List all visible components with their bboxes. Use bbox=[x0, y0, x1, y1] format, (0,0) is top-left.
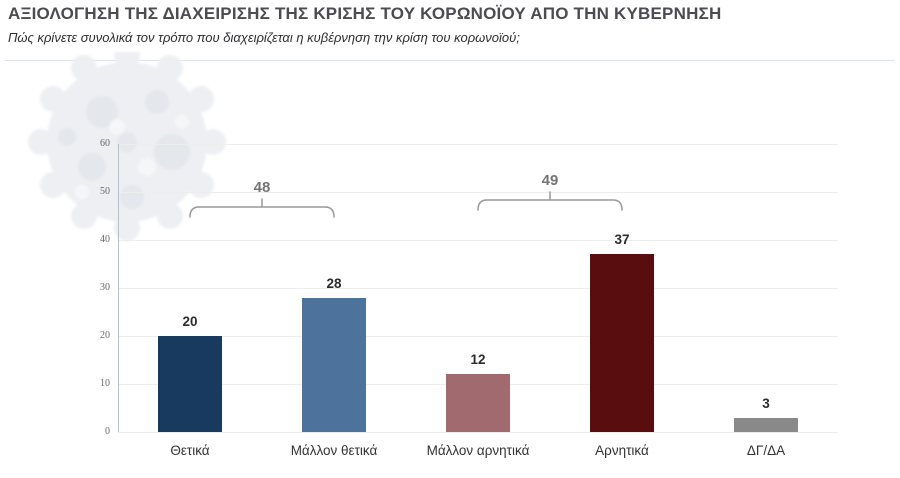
y-axis-tick-label: 0 bbox=[105, 426, 110, 437]
bar-value-label: 3 bbox=[762, 395, 770, 411]
group-total-label: 49 bbox=[541, 172, 559, 189]
bar-5 bbox=[734, 417, 798, 432]
group-bracket bbox=[477, 191, 623, 211]
y-axis-tick-label: 10 bbox=[100, 378, 110, 389]
y-axis-tick-label: 60 bbox=[100, 138, 110, 149]
gridline bbox=[118, 432, 838, 433]
x-axis-category-label: Μάλλον αρνητικά bbox=[426, 443, 530, 458]
page-title: ΑΞΙΟΛΟΓΗΣΗ ΤΗΣ ΔΙΑΧΕΙΡΙΣΗΣ ΤΗΣ ΚΡΙΣΗΣ ΤΟ… bbox=[8, 4, 722, 23]
y-axis-tick-label: 30 bbox=[100, 282, 110, 293]
y-axis-tick-label: 20 bbox=[100, 330, 110, 341]
gridline bbox=[118, 336, 838, 337]
gridline bbox=[118, 288, 838, 289]
x-axis-category-label: Αρνητικά bbox=[595, 443, 649, 458]
gridline bbox=[118, 240, 838, 241]
bar-3 bbox=[446, 374, 510, 432]
group-total-label: 48 bbox=[253, 179, 271, 196]
gridline bbox=[118, 192, 838, 193]
x-axis-category-label: ΔΓ/ΔΑ bbox=[746, 443, 786, 458]
x-axis-category-label: Μάλλον θετικά bbox=[290, 443, 378, 458]
coronavirus-watermark-icon bbox=[28, 52, 226, 241]
y-axis-tick-label: 50 bbox=[100, 186, 110, 197]
bar-value-label: 12 bbox=[470, 352, 486, 368]
bar-value-label: 37 bbox=[614, 232, 630, 248]
group-bracket bbox=[189, 198, 335, 218]
bar-4 bbox=[590, 254, 654, 432]
page-subtitle: Πώς κρίνετε συνολικά τον τρόπο που διαχε… bbox=[8, 30, 520, 45]
header-divider bbox=[5, 60, 895, 61]
gridline bbox=[118, 144, 838, 145]
x-axis-category-label: Θετικά bbox=[170, 443, 210, 458]
bar-2 bbox=[302, 297, 366, 432]
bar-1 bbox=[158, 336, 222, 432]
bar-value-label: 20 bbox=[182, 314, 198, 329]
y-axis-line bbox=[118, 144, 119, 432]
bar-value-label: 28 bbox=[326, 275, 342, 291]
y-axis-tick-label: 40 bbox=[100, 234, 110, 245]
